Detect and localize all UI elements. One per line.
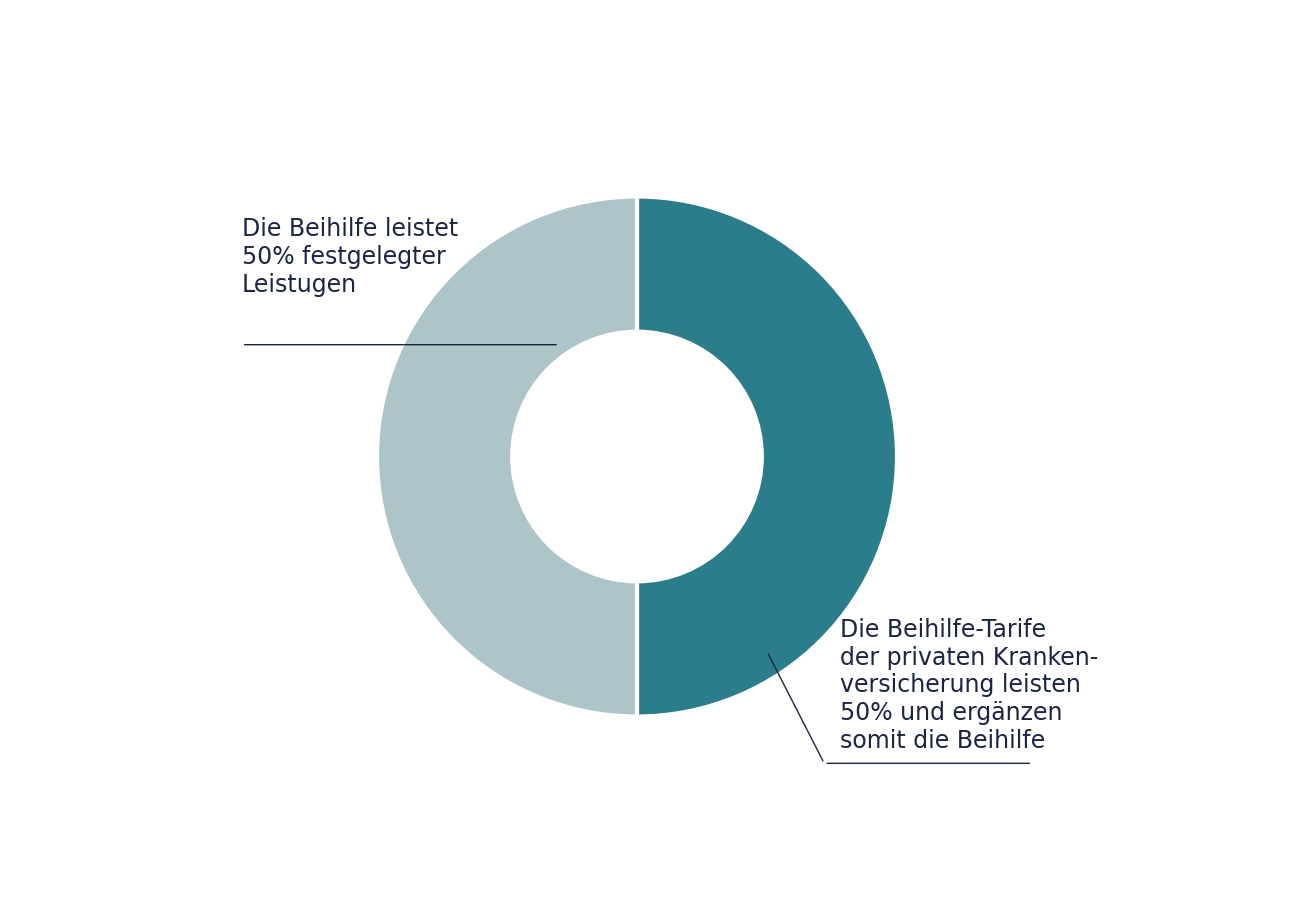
Text: Die Beihilfe-Tarife
der privaten Kranken-
versicherung leisten
50% und ergänzen
: Die Beihilfe-Tarife der privaten Kranken… xyxy=(840,618,1098,753)
Wedge shape xyxy=(637,196,897,717)
Text: Die Beihilfe leistet
50% festgelegter
Leistugen: Die Beihilfe leistet 50% festgelegter Le… xyxy=(242,217,458,297)
Wedge shape xyxy=(377,196,637,717)
